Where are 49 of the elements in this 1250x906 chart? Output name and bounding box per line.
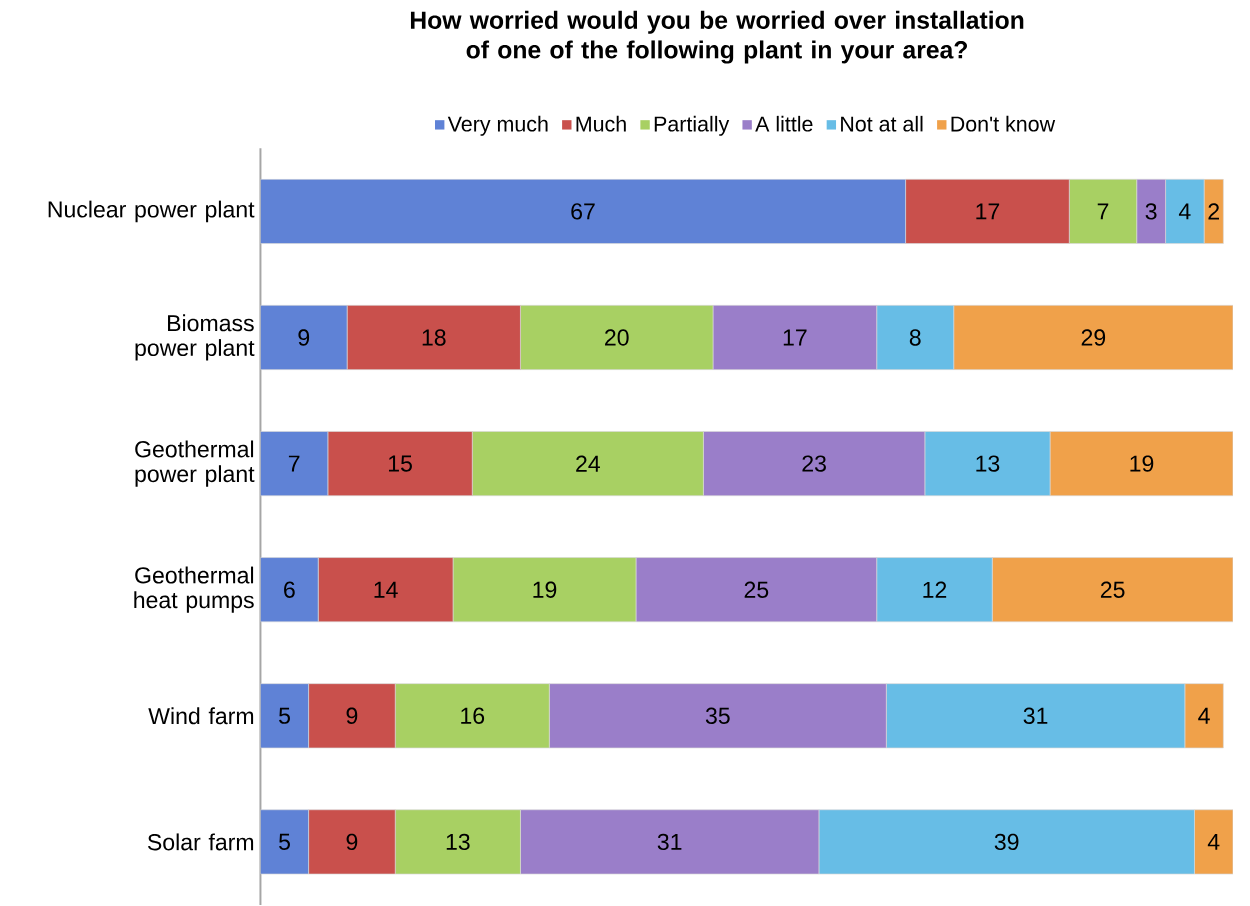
- data-label: 25: [744, 581, 769, 598]
- legend-label: Very much: [447, 115, 548, 136]
- data-label: 19: [533, 581, 557, 598]
- data-label: 29: [1081, 329, 1106, 346]
- data-label: 4: [1198, 707, 1210, 724]
- data-label: 35: [705, 707, 730, 725]
- y-tick-label: Solar farm: [147, 833, 254, 851]
- data-label: 3: [1145, 203, 1157, 220]
- legend-label: Not at all: [841, 115, 923, 132]
- data-label: 17: [976, 203, 1000, 220]
- data-label: 12: [923, 581, 947, 598]
- legend-label: Don't know: [951, 115, 1056, 132]
- y-tick-label: Nuclear power plant: [48, 200, 255, 223]
- data-label: 15: [388, 455, 412, 472]
- data-label: 14: [374, 581, 398, 598]
- data-label: 20: [605, 329, 629, 346]
- y-tick-label: Biomass power plant: [135, 314, 255, 361]
- data-label: 16: [461, 707, 485, 725]
- data-label: 6: [284, 581, 295, 598]
- chart-title: How worried would you be worried over installation of one of the following plant in your area?: [410, 10, 1024, 64]
- y-tick-label: Geothermal heat pumps: [134, 566, 254, 613]
- data-label: 5: [279, 707, 290, 724]
- data-label: 39: [994, 833, 1019, 851]
- data-label: 8: [909, 329, 921, 346]
- data-label: 18: [422, 329, 446, 346]
- data-label: 19: [1130, 455, 1154, 472]
- data-label: 31: [657, 833, 682, 851]
- y-tick-label: Wind farm: [148, 707, 254, 725]
- data-label: 13: [446, 833, 470, 851]
- data-label: 7: [1097, 203, 1109, 220]
- data-label: 17: [783, 329, 807, 346]
- legend-label: Much: [576, 115, 626, 132]
- data-label: 24: [576, 455, 600, 472]
- y-tick-label: Geothermal power plant: [135, 440, 255, 487]
- data-label: 4: [1178, 203, 1191, 220]
- data-label: 2: [1208, 203, 1219, 220]
- data-label: 13: [976, 455, 1000, 472]
- data-label: 23: [802, 455, 826, 472]
- data-label: 9: [298, 329, 310, 346]
- data-label: 4: [1207, 833, 1220, 850]
- data-label: 25: [1100, 581, 1125, 598]
- data-label: 9: [346, 833, 358, 851]
- data-label: 5: [279, 833, 290, 850]
- data-label: 67: [571, 203, 595, 220]
- legend-label: Partially: [654, 115, 730, 136]
- data-label: 9: [346, 707, 358, 725]
- data-label: 31: [1023, 707, 1048, 725]
- data-label: 7: [288, 455, 300, 472]
- legend-label: A little: [755, 115, 813, 132]
